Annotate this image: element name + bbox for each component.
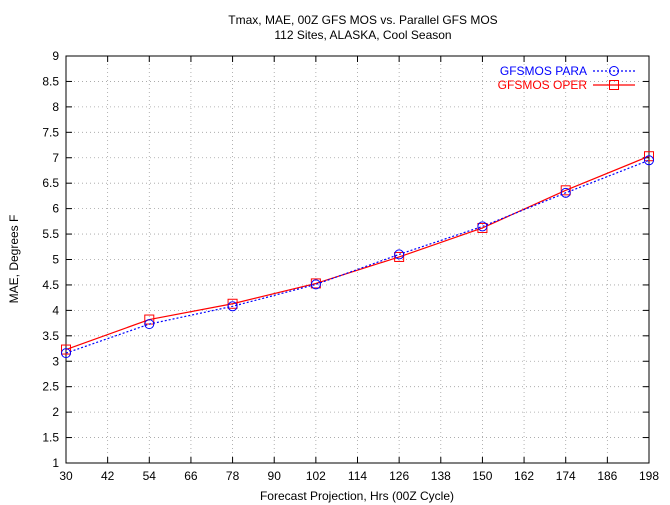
plot-frame bbox=[65, 55, 650, 464]
legend-marker bbox=[609, 66, 619, 76]
y-tick-label: 1.5 bbox=[42, 431, 59, 445]
chart-subtitle: 112 Sites, ALASKA, Cool Season bbox=[274, 28, 451, 42]
x-tick-label: 138 bbox=[431, 469, 451, 483]
data-point bbox=[227, 298, 238, 309]
y-tick-label: 5.5 bbox=[42, 227, 59, 241]
y-tick-label: 2 bbox=[52, 405, 59, 419]
data-point bbox=[560, 185, 571, 196]
y-tick-label: 2.5 bbox=[42, 380, 59, 394]
data-point bbox=[61, 348, 71, 359]
y-tick-label: 7 bbox=[52, 151, 59, 165]
series-layer bbox=[61, 151, 654, 359]
legend-label: GFSMOS OPER bbox=[498, 78, 588, 92]
legend-marker bbox=[609, 80, 619, 90]
grid-lines bbox=[66, 56, 649, 463]
axis-ticks: 1 1.5 2 2.5 3 3.5 4 4.5 5 5.5 6 6.5 7 7.5 8 8.5 9 30 42 54 6… bbox=[42, 49, 659, 483]
x-tick-label: 66 bbox=[184, 469, 198, 483]
y-tick-label: 4.5 bbox=[42, 278, 59, 292]
y-tick-label: 8 bbox=[52, 100, 59, 114]
x-tick-label: 42 bbox=[101, 469, 115, 483]
series-gfsmos-para bbox=[61, 155, 654, 359]
y-tick-label: 6 bbox=[52, 202, 59, 216]
data-point bbox=[227, 301, 238, 312]
data-point bbox=[477, 221, 488, 232]
y-tick-label: 8.5 bbox=[42, 74, 59, 88]
data-point bbox=[394, 251, 405, 262]
x-tick-label: 102 bbox=[306, 469, 326, 483]
y-axis-label: MAE, Degrees F bbox=[7, 215, 21, 304]
x-tick-label: 174 bbox=[556, 469, 576, 483]
x-tick-label: 198 bbox=[639, 469, 659, 483]
x-tick-label: 162 bbox=[514, 469, 534, 483]
series-line bbox=[65, 155, 650, 351]
data-point bbox=[144, 319, 155, 330]
x-tick-label: 90 bbox=[268, 469, 282, 483]
y-tick-label: 5 bbox=[52, 253, 59, 267]
legend-label: GFSMOS PARA bbox=[500, 64, 587, 78]
data-point bbox=[644, 155, 654, 166]
data-point bbox=[61, 344, 71, 355]
y-tick-label: 4 bbox=[52, 303, 59, 317]
y-tick-label: 3 bbox=[52, 354, 59, 368]
x-axis-label: Forecast Projection, Hrs (00Z Cycle) bbox=[260, 489, 454, 503]
chart-title: Tmax, MAE, 00Z GFS MOS vs. Parallel GFS … bbox=[228, 13, 497, 27]
data-point bbox=[394, 249, 405, 260]
y-tick-label: 3.5 bbox=[42, 329, 59, 343]
x-tick-label: 54 bbox=[143, 469, 157, 483]
x-tick-label: 114 bbox=[348, 469, 367, 483]
x-tick-label: 126 bbox=[389, 469, 409, 483]
data-point bbox=[644, 151, 654, 162]
x-tick-label: 186 bbox=[597, 469, 617, 483]
y-tick-label: 6.5 bbox=[42, 176, 59, 190]
data-point bbox=[560, 187, 571, 198]
y-tick-label: 1 bbox=[52, 456, 59, 470]
x-tick-label: 150 bbox=[472, 469, 492, 483]
y-tick-label: 7.5 bbox=[42, 125, 59, 139]
data-point bbox=[310, 279, 321, 290]
x-tick-label: 78 bbox=[226, 469, 240, 483]
y-tick-label: 9 bbox=[52, 49, 59, 63]
x-tick-label: 30 bbox=[59, 469, 73, 483]
